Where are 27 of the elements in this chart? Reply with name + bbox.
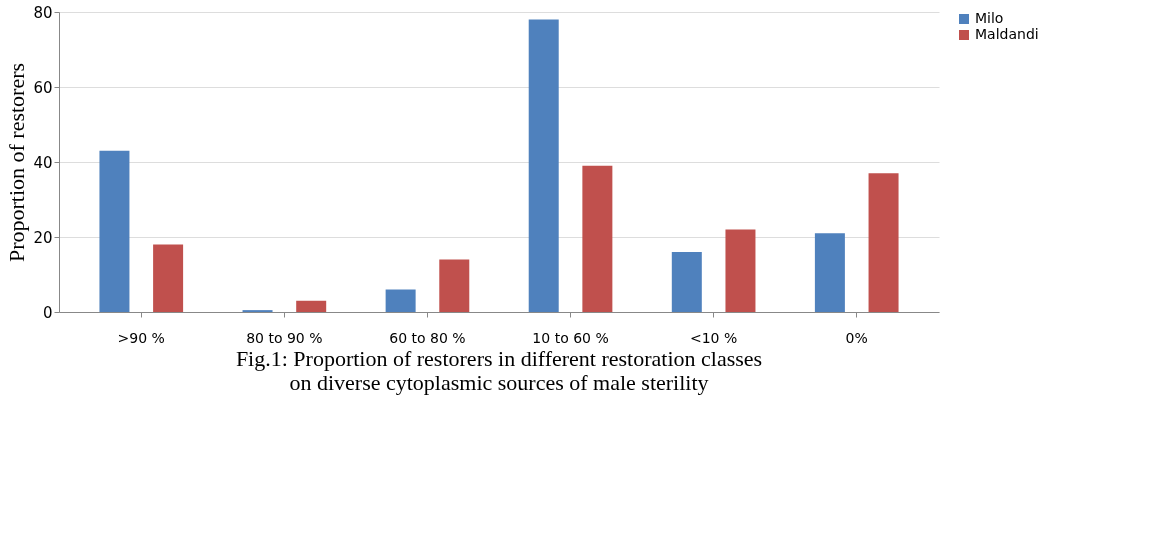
x-tick-label: >90 % (117, 329, 165, 346)
x-tick-label: <10 % (689, 329, 738, 346)
y-tick-label: 0 (42, 303, 53, 322)
bar (385, 289, 416, 312)
y-tick-label: 40 (33, 153, 53, 172)
legend-label: Milo (975, 10, 1004, 26)
bar (671, 252, 702, 312)
bar (814, 233, 845, 312)
text: on diverse cytoplasmic sources of male sterility (289, 370, 709, 395)
bar (99, 150, 130, 312)
x-tick-label: 0% (845, 329, 868, 346)
x-tick-label: 10 to 60 % (532, 329, 609, 346)
bar (528, 19, 559, 312)
bar (582, 165, 613, 312)
y-tick-label: 60 (33, 78, 53, 97)
bar (296, 300, 327, 312)
bar (153, 244, 184, 312)
bar (725, 229, 756, 312)
y-tick-label: 80 (33, 3, 53, 22)
caption: Fig.1: Proportion of restorers in different restoration classes (235, 346, 763, 371)
bar (439, 259, 470, 312)
bar (868, 173, 899, 312)
y-tick-label: 20 (33, 228, 53, 247)
y-axis-title: Proportion of restorers (4, 62, 30, 263)
x-tick-label: 60 to 80 % (389, 329, 466, 346)
legend-label: Maldandi (975, 26, 1039, 42)
x-tick-label: 80 to 90 % (246, 329, 323, 346)
